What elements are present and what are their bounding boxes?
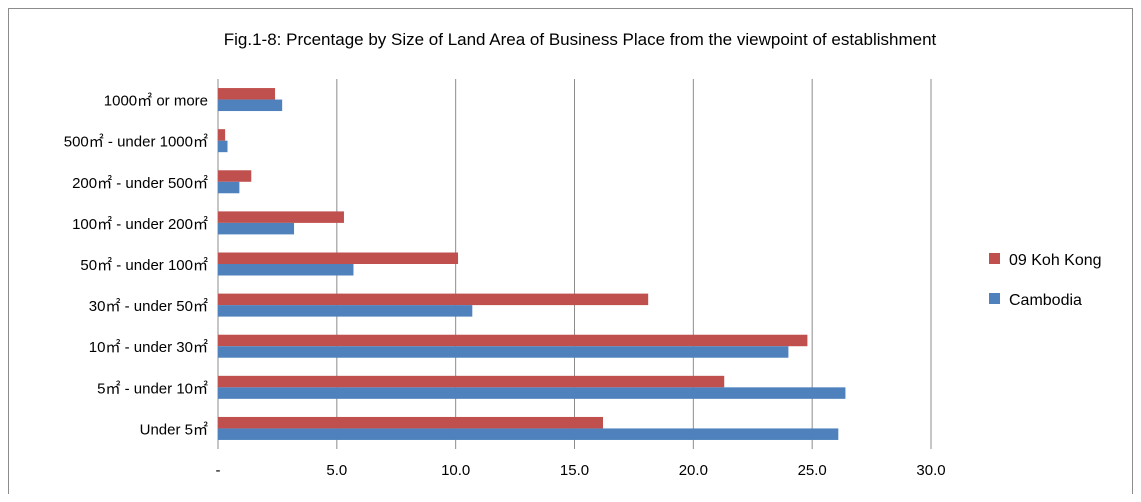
bars (218, 88, 846, 440)
bar-09-koh-kong-8 (218, 416, 604, 429)
y-category-label: 10㎡ - under 30㎡ (89, 339, 208, 356)
legend-swatch (989, 293, 1000, 304)
y-category-label: 500㎡ - under 1000㎡ (64, 134, 208, 151)
bar-cambodia-1 (218, 140, 228, 153)
x-axis-tick-labels: - 5.0 10.0 15.0 20.0 25.0 30.0 (216, 462, 946, 479)
legend: 09 Koh Kong Cambodia (989, 252, 1102, 309)
bar-cambodia-0 (218, 99, 283, 112)
legend-label: 09 Koh Kong (1009, 252, 1102, 269)
x-tick-label: 30.0 (916, 462, 945, 479)
bar-cambodia-2 (218, 181, 240, 194)
y-category-label: 5㎡ - under 10㎡ (97, 380, 208, 397)
bar-09-koh-kong-7 (218, 375, 725, 388)
x-tick-label: - (216, 462, 221, 479)
legend-swatch (989, 253, 1000, 264)
bar-cambodia-6 (218, 346, 789, 358)
bar-cambodia-3 (218, 222, 295, 235)
x-tick-label: 5.0 (326, 462, 347, 479)
bar-cambodia-8 (218, 428, 839, 440)
x-tick-label: 10.0 (441, 462, 470, 479)
x-tick-label: 25.0 (798, 462, 827, 479)
legend-label: Cambodia (1009, 292, 1082, 309)
bar-09-koh-kong-6 (218, 334, 808, 347)
bar-cambodia-4 (218, 264, 354, 276)
chart-frame: Fig.1-8: Prcentage by Size of Land Area … (8, 8, 1133, 494)
bar-09-koh-kong-4 (218, 252, 459, 264)
y-category-label: 50㎡ - under 100㎡ (80, 257, 208, 274)
bar-09-koh-kong-5 (218, 293, 649, 306)
y-axis-category-labels: 1000㎡ or more 500㎡ - under 1000㎡ 200㎡ - un… (64, 93, 208, 439)
y-category-label: 1000㎡ or more (104, 93, 208, 110)
bar-09-koh-kong-1 (218, 129, 226, 141)
y-category-label: 100㎡ - under 200㎡ (72, 216, 208, 233)
y-category-label: 200㎡ - under 500㎡ (72, 175, 208, 192)
y-category-label: Under 5㎡ (140, 421, 208, 438)
chart-title: Fig.1-8: Prcentage by Size of Land Area … (224, 30, 937, 49)
x-tick-label: 20.0 (679, 462, 708, 479)
bar-cambodia-7 (218, 387, 846, 399)
bar-09-koh-kong-0 (218, 88, 276, 100)
x-tick-label: 15.0 (560, 462, 589, 479)
bar-09-koh-kong-3 (218, 211, 344, 223)
bar-09-koh-kong-2 (218, 170, 252, 182)
bar-cambodia-5 (218, 305, 473, 317)
bar-chart: Fig.1-8: Prcentage by Size of Land Area … (64, 30, 1102, 479)
y-category-label: 30㎡ - under 50㎡ (89, 298, 208, 315)
